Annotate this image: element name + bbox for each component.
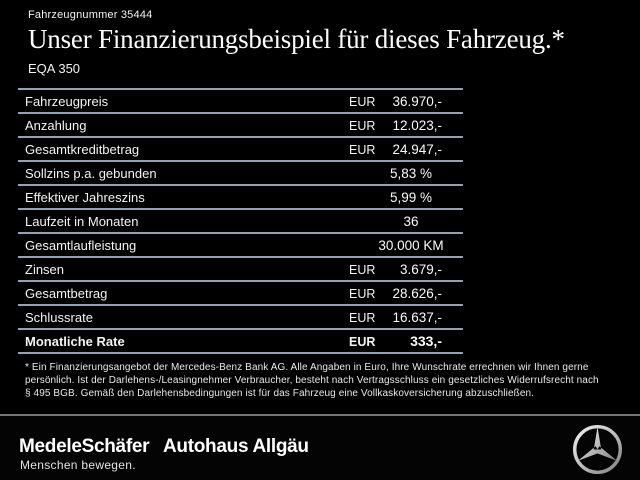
row-value-group: EUR 28.626,- [349, 286, 442, 301]
row-label: Gesamtkreditbetrag [25, 141, 140, 157]
row-value: 3.679,- [399, 261, 442, 277]
table-row: Gesamtkreditbetrag EUR 24.947,- [18, 138, 463, 162]
currency-label: EUR [349, 142, 376, 157]
currency-label: EUR [349, 335, 376, 349]
table-row: Gesamtlaufleistung 30.000 KM [18, 234, 463, 258]
row-label: Zinsen [25, 261, 65, 277]
row-value: 30.000 KM [378, 237, 444, 253]
disclaimer-line: persönlich. Ist der Darlehens-/Leasingne… [25, 374, 599, 386]
row-value: 28.626,- [392, 285, 442, 301]
row-value-group: EUR 16.637,- [349, 310, 442, 325]
row-value: 5,99 % [389, 189, 433, 205]
row-value: 12.023,- [392, 117, 442, 133]
mercedes-star-icon [572, 424, 623, 475]
row-value: 5,83 % [389, 165, 433, 181]
disclaimer-line: § 495 BGB. Gemäß den Darlehensbedingunge… [25, 387, 535, 399]
table-row: Sollzins p.a. gebunden 5,83 % [18, 162, 463, 186]
finance-table: Fahrzeugpreis EUR 36.970,- Anzahlung EUR… [18, 88, 463, 354]
currency-label: EUR [349, 310, 376, 325]
table-row: Anzahlung EUR 12.023,- [18, 114, 463, 138]
table-row-monthly-rate: Monatliche Rate EUR 333,- [18, 330, 463, 354]
row-value: 16.637,- [392, 309, 442, 325]
row-value-group: EUR 3.679,- [349, 262, 442, 277]
table-row: Fahrzeugpreis EUR 36.970,- [18, 90, 463, 114]
disclaimer: * Ein Finanzierungsangebot der Mercedes-… [25, 362, 629, 400]
vehicle-model: EQA 350 [28, 61, 81, 76]
disclaimer-line: * Ein Finanzierungsangebot der Mercedes-… [25, 362, 589, 373]
dealer-tagline: Menschen bewegen. [20, 458, 136, 472]
row-value: 24.947,- [392, 141, 442, 157]
table-row: Gesamtbetrag EUR 28.626,- [18, 282, 463, 306]
currency-label: EUR [349, 286, 376, 301]
row-label: Gesamtbetrag [25, 285, 108, 301]
footer: MedeleSchäfer Autohaus Allgäu Menschen b… [0, 416, 640, 480]
currency-label: EUR [349, 118, 376, 133]
header: Fahrzeugnummer 35444 Unser Finanzierungs… [28, 9, 565, 76]
table-row: Effektiver Jahreszins 5,99 % [18, 186, 463, 210]
table-row: Schlussrate EUR 16.637,- [18, 306, 463, 330]
row-label: Effektiver Jahreszins [25, 189, 145, 205]
row-value: 333,- [410, 333, 442, 349]
row-value: 36 [403, 213, 419, 229]
dealer-logo-autohaus-allgaeu: Autohaus Allgäu [163, 436, 309, 457]
row-label: Schlussrate [25, 309, 93, 325]
row-label: Gesamtlaufleistung [25, 237, 137, 253]
row-label: Fahrzeugpreis [25, 93, 109, 109]
dealer-logo-medele-schaefer: MedeleSchäfer [19, 436, 150, 457]
row-label: Monatliche Rate [25, 333, 125, 349]
footer-divider [0, 414, 640, 416]
row-value: 36.970,- [392, 93, 442, 109]
row-value-group: EUR 333,- [349, 333, 442, 349]
row-value-group: EUR 12.023,- [349, 118, 442, 133]
row-label: Sollzins p.a. gebunden [25, 165, 157, 181]
vehicle-number: Fahrzeugnummer 35444 [28, 9, 153, 21]
currency-label: EUR [349, 94, 376, 109]
table-row: Laufzeit in Monaten 36 [18, 210, 463, 234]
currency-label: EUR [349, 262, 376, 277]
row-label: Laufzeit in Monaten [25, 213, 139, 229]
row-value-group: EUR 36.970,- [349, 94, 442, 109]
page-title: Unser Finanzierungsbeispiel für dieses F… [28, 24, 565, 54]
table-row: Zinsen EUR 3.679,- [18, 258, 463, 282]
row-label: Anzahlung [25, 117, 87, 133]
row-value-group: EUR 24.947,- [349, 142, 442, 157]
